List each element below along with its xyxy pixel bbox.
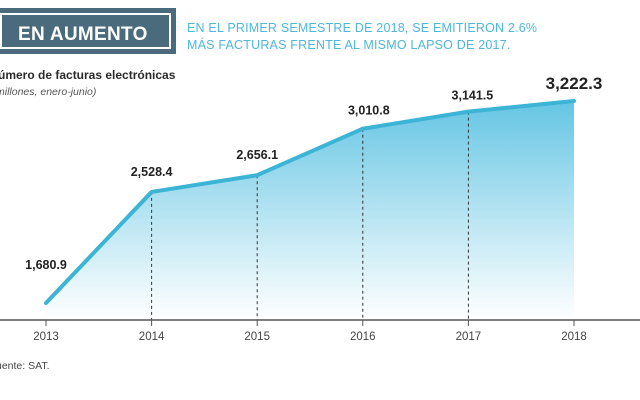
x-tick-label: 2014 (139, 331, 165, 343)
series-line (44, 99, 576, 305)
data-label: 2,528.4 (131, 165, 173, 179)
data-label: 2,656.1 (236, 148, 278, 162)
badge-label: EN AUMENTO (18, 24, 148, 45)
data-label: 3,010.8 (348, 104, 390, 118)
data-label: 3,141.5 (452, 89, 494, 103)
headline-line-1: EN EL PRIMER SEMESTRE DE 2018, SE EMITIE… (187, 21, 538, 35)
section-badge: EN AUMENTO (0, 8, 176, 54)
x-tick-label: 2013 (33, 331, 59, 343)
x-tick-label: 2016 (350, 331, 376, 343)
chart-subtitle: millones, enero-junio) (0, 86, 97, 98)
area-fill (46, 101, 574, 320)
x-tick-label: 2017 (456, 331, 482, 343)
data-label: 1,680.9 (25, 258, 67, 272)
chart-title: úmero de facturas electrónicas (0, 68, 176, 82)
x-tick-label: 2015 (244, 331, 270, 343)
x-tick-label: 2018 (561, 331, 587, 343)
source-note: uente: SAT. (0, 360, 50, 372)
data-label: 3,222.3 (546, 74, 603, 93)
headline-line-2: MÁS FACTURAS FRENTE AL MISMO LAPSO DE 20… (187, 38, 511, 52)
headline: EN EL PRIMER SEMESTRE DE 2018, SE EMITIE… (187, 20, 627, 54)
